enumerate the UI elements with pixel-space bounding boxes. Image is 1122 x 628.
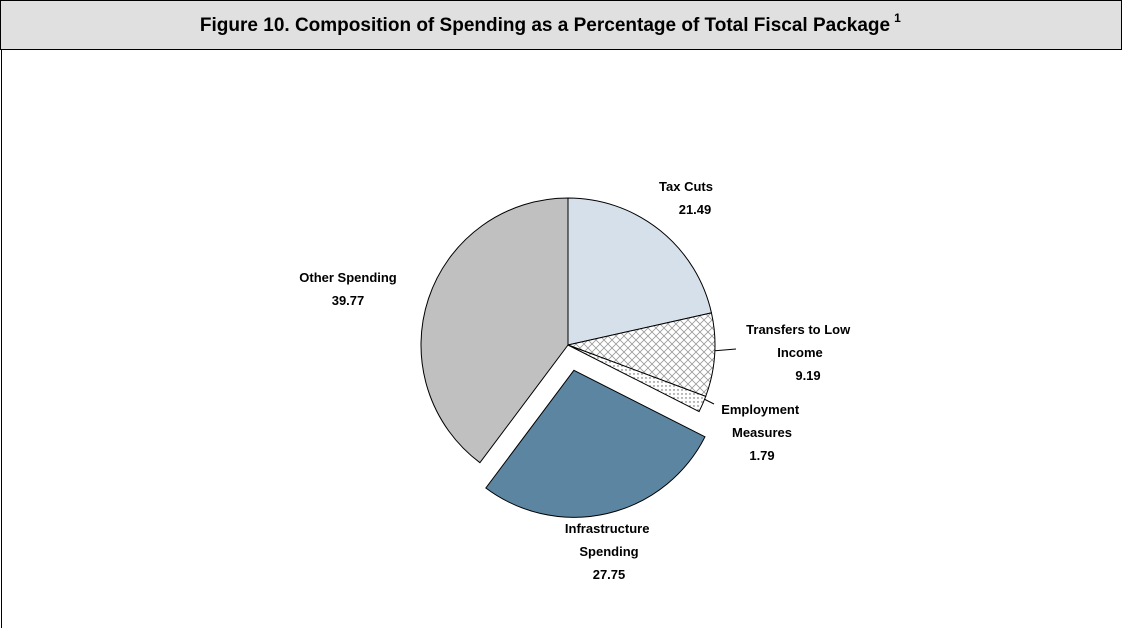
title-bar [0,0,1122,50]
category-label: Tax Cuts [659,179,713,194]
pie-slice [420,197,569,464]
title-footnote: 1 [894,11,901,25]
value-label: 21.49 [679,202,712,217]
pie-slice [566,312,716,398]
pie-slice [567,197,713,346]
value-label: 39.77 [332,293,365,308]
category-label: Employment Measures [721,402,803,440]
pie-slice [485,369,706,518]
leader-line [711,348,737,352]
category-label: Infrastructure Spending [565,521,653,559]
chart-title: Figure 10. Composition of Spending as a … [200,15,890,36]
category-label: Transfers to Low Income [746,322,854,360]
value-label: 27.75 [593,567,626,582]
value-label: 9.19 [795,368,820,383]
category-label: Other Spending [299,270,397,285]
pie-slice [567,344,707,413]
value-label: 1.79 [749,448,774,463]
